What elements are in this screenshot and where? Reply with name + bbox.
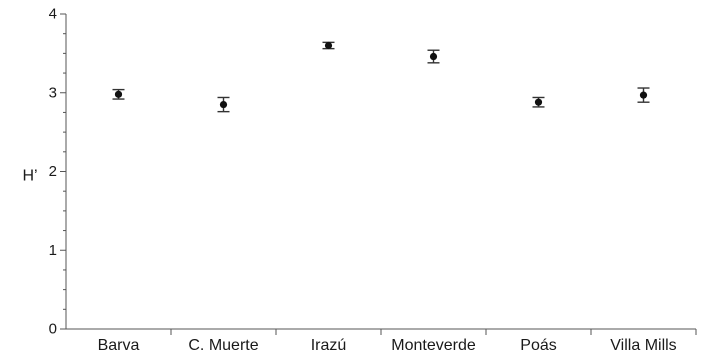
y-axis-title: H’ <box>22 168 37 185</box>
data-marks <box>112 41 650 113</box>
x-category-label: C. Muerte <box>188 337 258 354</box>
x-category-label: Barva <box>98 337 140 354</box>
x-category-label: Monteverde <box>391 337 476 354</box>
y-tick-label: 0 <box>49 321 57 338</box>
data-point <box>114 90 123 98</box>
data-point <box>219 100 228 109</box>
y-axis-ticks: 0 1 2 3 4 <box>49 6 66 338</box>
x-axis-ticks: Barva C. Muerte Irazú Monteverde Poás Villa M… <box>98 329 697 354</box>
y-tick-label: 2 <box>49 163 57 180</box>
data-point <box>324 41 333 50</box>
x-category-label: Poás <box>520 337 556 354</box>
data-point <box>639 91 648 99</box>
y-tick-label: 1 <box>49 242 57 259</box>
data-point <box>534 98 543 106</box>
data-point <box>429 52 438 61</box>
x-category-label: Irazú <box>311 337 347 354</box>
y-tick-label: 4 <box>49 6 57 23</box>
y-tick-label: 3 <box>49 84 57 101</box>
x-category-label: Villa Mills <box>610 337 676 354</box>
